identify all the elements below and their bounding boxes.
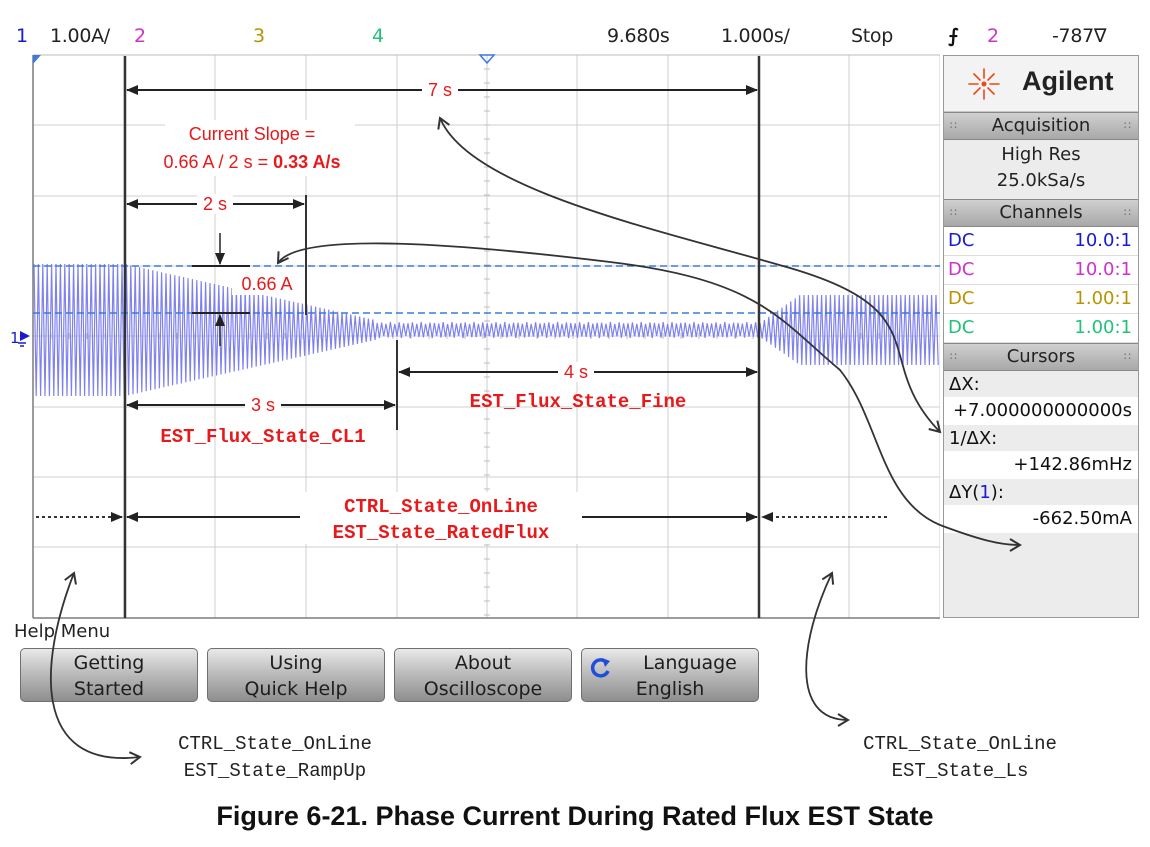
ch1-number[interactable]: 1: [16, 25, 28, 47]
callout-066a-to-dy: [276, 242, 1022, 552]
trigger-level[interactable]: -787∇: [1052, 25, 1107, 47]
grip-icon: ∷: [1124, 350, 1132, 363]
grip-icon: ∷: [950, 119, 958, 132]
figure-caption: Figure 6-21. Phase Current During Rated …: [216, 801, 934, 831]
channel-row-1[interactable]: DC 10.0:1: [944, 227, 1138, 256]
trigger-channel[interactable]: 2: [987, 25, 999, 47]
run-state[interactable]: Stop: [851, 25, 893, 47]
trigger-edge-icon: ⨍: [948, 25, 959, 47]
current-slope-title: Current Slope =: [189, 124, 316, 144]
ch1-coupling: DC: [948, 230, 975, 251]
ch1-probe: 10.0:1: [1074, 230, 1132, 251]
channels-header[interactable]: ∷ Channels ∷: [944, 199, 1138, 227]
ch3-number[interactable]: 3: [253, 25, 265, 47]
language-button[interactable]: Language English: [581, 648, 759, 702]
timebase[interactable]: 1.000s/: [721, 25, 790, 47]
acquisition-mode: High Res: [1001, 144, 1081, 165]
left-delay-marker: [33, 55, 41, 64]
sample-rate: 25.0kSa/s: [996, 170, 1086, 191]
trigger-position-marker: [478, 54, 496, 65]
brand-header: Agilent: [944, 56, 1138, 112]
ch2-number[interactable]: 2: [134, 25, 146, 47]
ch1-scale[interactable]: 1.00A/: [50, 25, 110, 47]
agilent-spark-icon: [968, 68, 1000, 100]
about-oscilloscope-button[interactable]: About Oscilloscope: [394, 648, 572, 702]
ch1-ground-marker[interactable]: 1: [10, 329, 20, 347]
ch2-probe: 10.0:1: [1074, 259, 1132, 280]
span-2s-label: 2 s: [203, 194, 227, 214]
ch4-number[interactable]: 4: [372, 25, 384, 47]
ch4-probe: 1.00:1: [1074, 317, 1132, 338]
grip-icon: ∷: [950, 206, 958, 219]
status-bar: 1 1.00A/ 2 3 4 9.680s 1.000s/ Stop ⨍ 2 -…: [0, 0, 1150, 52]
callout-ls: [805, 571, 850, 727]
callout-ls-text: CTRL_State_OnLine EST_State_Ls: [863, 733, 1057, 782]
quick-help-button[interactable]: Using Quick Help: [207, 648, 385, 702]
grip-icon: ∷: [1124, 119, 1132, 132]
ch3-probe: 1.00:1: [1074, 288, 1132, 309]
acquisition-body: High Res 25.0kSa/s: [944, 140, 1138, 199]
acquisition-header[interactable]: ∷ Acquisition ∷: [944, 112, 1138, 140]
trigger-delay[interactable]: 9.680s: [607, 25, 670, 47]
grip-icon: ∷: [1124, 206, 1132, 219]
span-3s-label: 3 s: [251, 395, 275, 415]
rotate-knob-icon: [590, 658, 610, 678]
ch1-ground-arrow-icon: [20, 331, 30, 341]
span-7s-label: 7 s: [428, 80, 452, 100]
callout-rampup: [49, 571, 142, 765]
callout-rampup-text: CTRL_State_OnLine EST_State_RampUp: [178, 733, 372, 782]
callout-7s-to-dx: [437, 116, 942, 434]
brand-name: Agilent: [1022, 66, 1114, 96]
current-slope-formula: 0.66 A / 2 s = 0.33 A/s: [164, 152, 341, 172]
